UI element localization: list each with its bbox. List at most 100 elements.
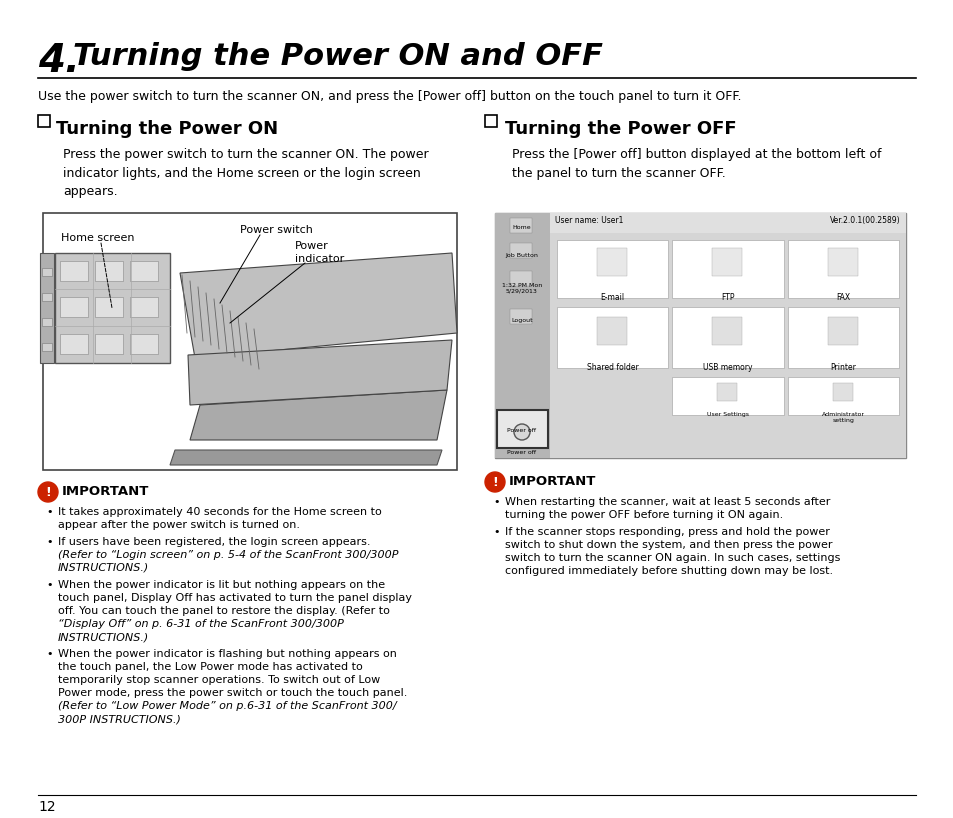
Text: If the scanner stops responding, press and hold the power: If the scanner stops responding, press a…	[504, 527, 829, 537]
Text: •: •	[46, 649, 52, 659]
Bar	[827, 317, 857, 345]
Bar	[787, 240, 898, 298]
Text: Use the power switch to turn the scanner ON, and press the [Power off] button on: Use the power switch to turn the scanner…	[38, 90, 740, 103]
Text: Turning the Power OFF: Turning the Power OFF	[504, 120, 736, 138]
Text: temporarily stop scanner operations. To switch out of Low: temporarily stop scanner operations. To …	[58, 675, 380, 685]
Bar	[42, 293, 52, 301]
Text: Job Button: Job Button	[505, 253, 537, 258]
Bar	[495, 213, 550, 458]
Bar	[787, 377, 898, 415]
Text: 300P INSTRUCTIONS.): 300P INSTRUCTIONS.)	[58, 714, 181, 724]
Bar	[60, 297, 88, 317]
Bar	[550, 213, 905, 458]
Text: 1:32 PM Mon
5/29/2013: 1:32 PM Mon 5/29/2013	[501, 283, 541, 294]
Bar	[42, 268, 52, 276]
Polygon shape	[188, 340, 452, 405]
Bar	[130, 261, 158, 281]
Text: Power
indicator: Power indicator	[294, 241, 344, 264]
Bar	[60, 334, 88, 354]
Text: 12: 12	[38, 800, 55, 814]
Bar	[557, 307, 668, 368]
Text: 4.: 4.	[38, 42, 80, 80]
Text: User name: User1: User name: User1	[555, 216, 622, 225]
Bar	[42, 318, 52, 326]
Text: •: •	[493, 527, 499, 537]
Bar	[95, 261, 123, 281]
Text: Printer: Printer	[829, 363, 856, 372]
Bar	[787, 307, 898, 368]
Text: •: •	[46, 580, 52, 590]
Text: appear after the power switch is turned on.: appear after the power switch is turned …	[58, 520, 299, 530]
Text: Administrator
setting: Administrator setting	[821, 412, 864, 423]
Circle shape	[484, 472, 504, 492]
Bar	[510, 418, 532, 433]
Bar	[717, 383, 737, 401]
Text: When the power indicator is flashing but nothing appears on: When the power indicator is flashing but…	[58, 649, 396, 659]
Text: Turning the Power ON and OFF: Turning the Power ON and OFF	[73, 42, 602, 71]
Text: “Display Off” on p. 6-31 of the ScanFront 300/300P: “Display Off” on p. 6-31 of the ScanFron…	[58, 619, 343, 629]
Polygon shape	[170, 450, 441, 465]
Text: Turning the Power ON: Turning the Power ON	[56, 120, 278, 138]
Bar	[510, 271, 532, 286]
Text: the touch panel, the Low Power mode has activated to: the touch panel, the Low Power mode has …	[58, 662, 362, 672]
Text: Press the power switch to turn the scanner ON. The power
indicator lights, and t: Press the power switch to turn the scann…	[63, 148, 428, 198]
Text: FTP: FTP	[720, 293, 734, 302]
Text: Shared folder: Shared folder	[586, 363, 638, 372]
Text: switch to shut down the system, and then press the power: switch to shut down the system, and then…	[504, 540, 832, 550]
Bar	[497, 410, 547, 448]
Polygon shape	[190, 390, 447, 440]
Bar	[557, 240, 668, 298]
Text: It takes approximately 40 seconds for the Home screen to: It takes approximately 40 seconds for th…	[58, 507, 381, 517]
Text: •: •	[493, 497, 499, 507]
Text: switch to turn the scanner ON again. In such cases, settings: switch to turn the scanner ON again. In …	[504, 553, 840, 563]
Bar	[597, 317, 626, 345]
Bar	[510, 218, 532, 233]
Text: E-mail: E-mail	[600, 293, 624, 302]
Bar	[832, 383, 852, 401]
Text: !: !	[492, 475, 497, 488]
Text: touch panel, Display Off has activated to turn the panel display: touch panel, Display Off has activated t…	[58, 593, 412, 603]
Text: Home screen: Home screen	[61, 233, 134, 243]
Bar	[827, 248, 857, 276]
Text: If users have been registered, the login screen appears.: If users have been registered, the login…	[58, 537, 370, 547]
Text: INSTRUCTIONS.): INSTRUCTIONS.)	[58, 563, 149, 573]
Bar	[130, 334, 158, 354]
Bar	[95, 297, 123, 317]
Text: Power switch: Power switch	[240, 225, 313, 235]
Bar	[712, 317, 741, 345]
Text: Power off: Power off	[507, 428, 536, 433]
Bar	[95, 334, 123, 354]
Text: Power mode, press the power switch or touch the touch panel.: Power mode, press the power switch or to…	[58, 688, 407, 698]
Text: •: •	[46, 537, 52, 547]
Bar	[510, 309, 532, 324]
Text: Press the [Power off] button displayed at the bottom left of
the panel to turn t: Press the [Power off] button displayed a…	[512, 148, 881, 179]
Polygon shape	[180, 253, 456, 358]
Text: INSTRUCTIONS.): INSTRUCTIONS.)	[58, 632, 149, 642]
Bar	[672, 307, 782, 368]
Bar	[60, 261, 88, 281]
Text: configured immediately before shutting down may be lost.: configured immediately before shutting d…	[504, 566, 832, 576]
Text: User Settings: User Settings	[706, 412, 748, 417]
Bar	[550, 213, 905, 233]
Bar	[40, 253, 54, 363]
Bar	[672, 240, 782, 298]
Bar	[672, 377, 782, 415]
Text: •: •	[46, 507, 52, 517]
Bar	[38, 115, 50, 127]
Text: IMPORTANT: IMPORTANT	[509, 475, 596, 488]
Bar	[42, 343, 52, 351]
Bar	[484, 115, 497, 127]
Text: FAX: FAX	[836, 293, 849, 302]
Text: USB memory: USB memory	[702, 363, 752, 372]
Bar	[495, 213, 905, 458]
Text: (Refer to “Login screen” on p. 5-4 of the ScanFront 300/300P: (Refer to “Login screen” on p. 5-4 of th…	[58, 550, 398, 560]
Text: turning the power OFF before turning it ON again.: turning the power OFF before turning it …	[504, 510, 782, 520]
Bar	[712, 248, 741, 276]
Text: off. You can touch the panel to restore the display. (Refer to: off. You can touch the panel to restore …	[58, 606, 390, 616]
Bar	[510, 243, 532, 258]
Text: When the power indicator is lit but nothing appears on the: When the power indicator is lit but noth…	[58, 580, 385, 590]
Bar	[55, 253, 170, 363]
Circle shape	[38, 482, 58, 502]
Text: IMPORTANT: IMPORTANT	[62, 485, 150, 498]
Text: Home: Home	[512, 225, 531, 230]
